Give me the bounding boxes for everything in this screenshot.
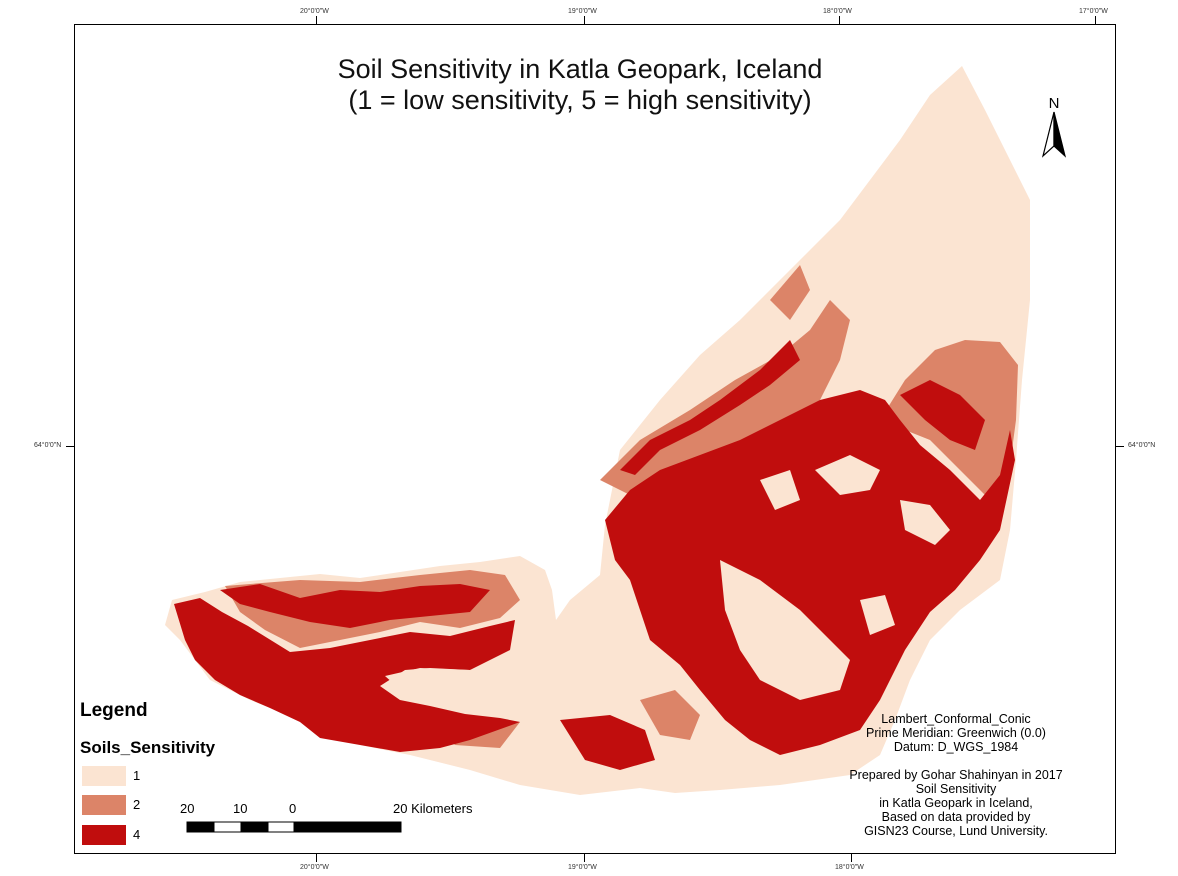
credits-line-2: Soil Sensitivity (915, 782, 997, 796)
tick-top-20w (316, 16, 317, 24)
north-arrow-icon (1041, 111, 1067, 158)
tick-bottom-19w (584, 854, 585, 862)
map-title: Soil Sensitivity in Katla Geopark, Icela… (230, 54, 930, 116)
graticule-label-bottom-18w: 18°0'0"W (835, 864, 864, 871)
sensitivity-class-1-patches (385, 455, 950, 705)
north-arrow: N (1036, 96, 1072, 111)
graticule-label-right-64n: 64°0'0"N (1128, 442, 1156, 449)
graticule-label-top-19w: 19°0'0"W (568, 8, 597, 15)
legend-label-2: 2 (133, 797, 141, 812)
tick-top-18w (839, 16, 840, 24)
scale-bar (186, 821, 402, 833)
credits-line-5: GISN23 Course, Lund University. (864, 824, 1048, 838)
credits-line-3: in Katla Geopark in Iceland, (879, 796, 1033, 810)
graticule-label-top-18w: 18°0'0"W (823, 8, 852, 15)
legend-swatch-2 (82, 795, 126, 815)
projection-line-2: Prime Meridian: Greenwich (0.0) (866, 726, 1046, 740)
tick-bottom-20w (316, 854, 317, 862)
credits-text: Prepared by Gohar Shahinyan in 2017 Soil… (836, 768, 1076, 838)
tick-right-64n (1116, 446, 1124, 447)
projection-info: Lambert_Conformal_Conic Prime Meridian: … (836, 712, 1076, 754)
north-label: N (1048, 95, 1060, 112)
legend-title: Legend (80, 700, 148, 721)
tick-bottom-18w (851, 854, 852, 862)
legend-swatch-4 (82, 825, 126, 845)
tick-top-17w (1095, 16, 1096, 24)
scale-label-20-left: 20 (180, 801, 195, 816)
graticule-label-bottom-20w: 20°0'0"W (300, 864, 329, 871)
legend-swatch-1 (82, 766, 126, 786)
legend-layer-name: Soils_Sensitivity (80, 738, 216, 757)
legend-label-4: 4 (133, 827, 141, 842)
map-title-line-2: (1 = low sensitivity, 5 = high sensitivi… (348, 85, 812, 115)
graticule-label-left-64n: 64°0'0"N (34, 442, 62, 449)
scale-label-10: 10 (233, 801, 248, 816)
tick-left-64n (66, 446, 74, 447)
projection-line-3: Datum: D_WGS_1984 (893, 740, 1019, 754)
graticule-label-bottom-19w: 19°0'0"W (568, 864, 597, 871)
map-title-line-1: Soil Sensitivity in Katla Geopark, Icela… (337, 54, 823, 84)
graticule-label-top-17w: 17°0'0"W (1079, 8, 1108, 15)
graticule-label-top-20w: 20°0'0"W (300, 8, 329, 15)
sensitivity-class-4-areas (174, 340, 1015, 770)
legend-label-1: 1 (133, 768, 141, 783)
tick-top-19w (584, 16, 585, 24)
scale-label-0: 0 (289, 801, 297, 816)
scale-label-20-km: 20 Kilometers (393, 801, 473, 816)
projection-line-1: Lambert_Conformal_Conic (881, 712, 1031, 726)
credits-line-4: Based on data provided by (881, 810, 1031, 824)
credits-line-1: Prepared by Gohar Shahinyan in 2017 (849, 768, 1063, 782)
